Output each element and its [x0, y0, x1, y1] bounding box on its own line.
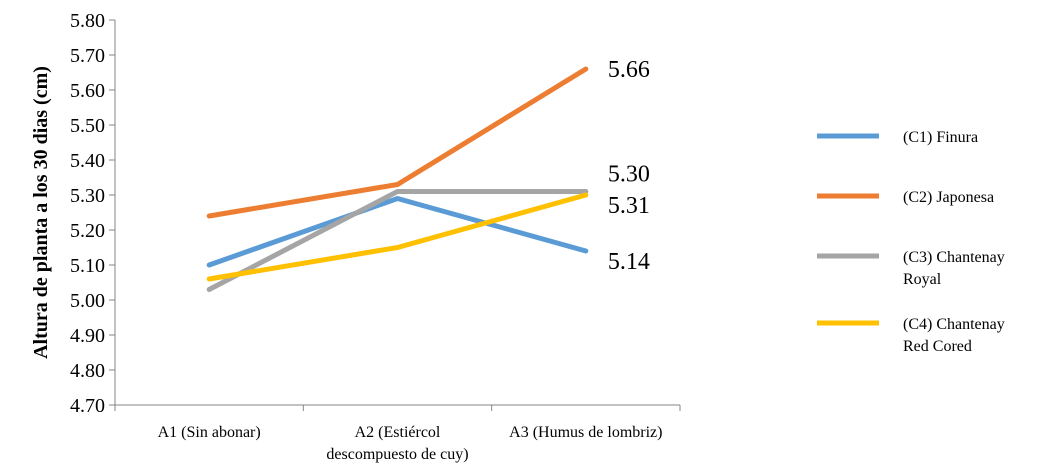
data-label: 5.14 — [608, 249, 650, 275]
y-tick-label: 5.80 — [70, 10, 105, 32]
x-category-label: A2 (Estiércol descompuesto de cuy) — [326, 424, 468, 463]
legend-label-c4: (C4) Chantenay Red Cored — [903, 316, 1005, 355]
y-tick-label: 5.60 — [70, 80, 105, 102]
data-label: 5.31 — [608, 193, 650, 219]
y-tick-label: 5.30 — [70, 185, 105, 207]
series-line-c4 — [206, 192, 589, 282]
data-label: 5.66 — [608, 57, 650, 83]
legend-label-c3: (C3) Chantenay Royal — [903, 249, 1005, 288]
legend-label-c2: (C2) Japonesa — [903, 189, 994, 206]
legend-label-c1: (C1) Finura — [903, 129, 978, 146]
y-tick-label: 4.80 — [70, 360, 105, 382]
y-tick-label: 5.70 — [70, 45, 105, 67]
y-tick-label: 5.00 — [70, 290, 105, 312]
x-category-label: A3 (Humus de lombriz) — [509, 424, 662, 441]
series-line-c3 — [206, 189, 589, 292]
y-tick-label: 5.20 — [70, 220, 105, 242]
y-tick-label: 5.50 — [70, 115, 105, 137]
series-line-c1 — [206, 196, 589, 268]
series-line-c2 — [206, 66, 589, 219]
y-tick-label: 4.90 — [70, 325, 105, 347]
y-tick-label: 5.10 — [70, 255, 105, 277]
x-category-label: A1 (Sin abonar) — [158, 424, 261, 441]
data-label: 5.30 — [608, 162, 650, 188]
y-axis-title: Altura de planta a los 30 dias (cm) — [30, 66, 52, 359]
y-tick-label: 4.70 — [70, 395, 105, 417]
y-tick-label: 5.40 — [70, 150, 105, 172]
